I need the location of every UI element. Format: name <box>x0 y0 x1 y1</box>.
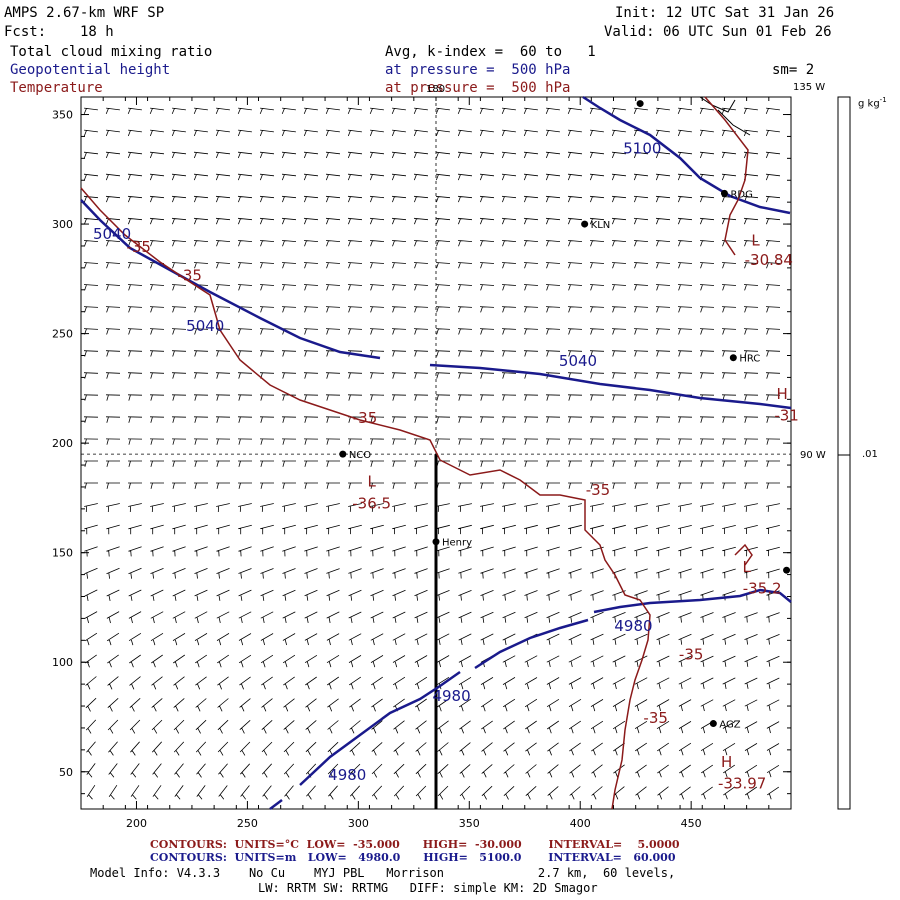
station-marker <box>432 538 440 546</box>
station-marker <box>636 100 644 108</box>
temperature-label: H <box>721 753 732 771</box>
x-tick-label: 250 <box>237 817 258 830</box>
colorbar-tick-label: .01 <box>862 449 878 460</box>
temperature-label: -36.5 <box>352 494 391 512</box>
colorbar <box>837 96 851 810</box>
temperature-label: -35 <box>353 409 378 427</box>
temperature-label: -35 <box>679 645 704 663</box>
field-height-detail: at pressure = 500 hPa <box>385 62 571 78</box>
valid-time: Valid: 06 UTC Sun 01 Feb 26 <box>604 24 832 40</box>
y-tick-label: 150 <box>52 547 73 560</box>
height-contour-label: 4980 <box>614 617 652 635</box>
lon-135-label: 135 W <box>793 82 825 93</box>
temperature-label: H <box>776 385 787 403</box>
height-contour-label: 5040 <box>186 317 224 335</box>
temperature-label: -35.2 <box>743 580 782 598</box>
model-title: AMPS 2.67-km WRF SP <box>4 5 165 21</box>
temperature-label: -35 <box>126 238 151 256</box>
height-contour <box>429 363 792 410</box>
station-label: Henry <box>442 538 472 549</box>
temp-contour-info: CONTOURS: UNITS=°C LOW= -35.000 HIGH= -3… <box>150 838 680 851</box>
station-label: NCO <box>349 450 371 461</box>
temperature-label: L <box>742 558 751 576</box>
height-contour <box>80 199 381 360</box>
station-marker <box>720 189 728 197</box>
height-contour <box>474 618 589 670</box>
lon-90-label: 90 W <box>800 450 826 461</box>
init-time: Init: 12 UTC Sat 31 Jan 26 <box>615 5 835 21</box>
temperature-label: -35 <box>643 709 668 727</box>
temperature-label: -30.84 <box>745 251 793 269</box>
x-tick-label: 350 <box>459 817 480 830</box>
height-contour <box>593 588 792 614</box>
height-contour <box>269 799 283 810</box>
temperature-label: L <box>367 472 376 490</box>
y-tick-label: 200 <box>52 437 73 450</box>
height-contour <box>299 670 461 786</box>
station-marker <box>709 720 717 728</box>
y-tick-label: 350 <box>52 109 73 122</box>
temperature-label: -31 <box>774 407 799 425</box>
station-marker <box>783 566 791 574</box>
station-label: HRC <box>739 354 760 365</box>
y-tick-label: 250 <box>52 328 73 341</box>
wind-barbs <box>83 107 781 800</box>
station-label: RDG <box>730 189 752 200</box>
temperature-contour <box>80 187 651 810</box>
temperature-contour <box>734 543 753 566</box>
height-contour-label: 5040 <box>559 352 597 370</box>
temperature-label: -35 <box>177 266 202 284</box>
height-contour-label: 5040 <box>93 225 131 243</box>
height-contour-label: 4980 <box>432 687 470 705</box>
station-label: KLN <box>591 220 611 231</box>
y-tick-label: 300 <box>52 218 73 231</box>
colorbar-unit: g kg-1 <box>858 96 887 110</box>
physics-info: LW: RRTM SW: RRTMG DIFF: simple KM: 2D S… <box>258 881 598 895</box>
field-height-title: Geopotential height <box>10 62 171 78</box>
field-temp-detail: at pressure = 500 hPa <box>385 80 571 96</box>
x-tick-label: 200 <box>126 817 147 830</box>
x-tick-label: 400 <box>570 817 591 830</box>
field-cloud-title: Total cloud mixing ratio <box>10 44 213 60</box>
forecast-label: Fcst: <box>4 24 47 40</box>
y-tick-label: 50 <box>59 766 73 779</box>
temperature-label: L <box>751 231 760 249</box>
station-marker <box>339 450 347 458</box>
field-cloud-detail: Avg, k-index = 60 to 1 <box>385 44 596 60</box>
station-label: AGZ <box>719 720 740 731</box>
meridian-label: 180 <box>426 84 445 95</box>
height-contour-label: 4980 <box>328 766 366 784</box>
height-contour-info: CONTOURS: UNITS=m LOW= 4980.0 HIGH= 5100… <box>150 851 676 864</box>
height-contour <box>582 95 791 215</box>
temperature-contour <box>704 96 749 256</box>
station-marker <box>729 354 737 362</box>
height-contour-label: 5100 <box>623 139 661 157</box>
temperature-label: -33.97 <box>718 775 766 793</box>
y-tick-label: 100 <box>52 656 73 669</box>
x-tick-label: 450 <box>681 817 702 830</box>
x-tick-label: 300 <box>348 817 369 830</box>
forecast-value: 18 h <box>80 24 114 40</box>
model-info: Model Info: V4.3.3 No Cu MYJ PBL Morriso… <box>90 866 676 880</box>
smoothing-label: sm= 2 <box>772 62 815 78</box>
station-marker <box>581 220 589 228</box>
coastline <box>699 96 751 136</box>
field-temp-title: Temperature <box>10 80 103 96</box>
temperature-label: -35 <box>586 481 611 499</box>
